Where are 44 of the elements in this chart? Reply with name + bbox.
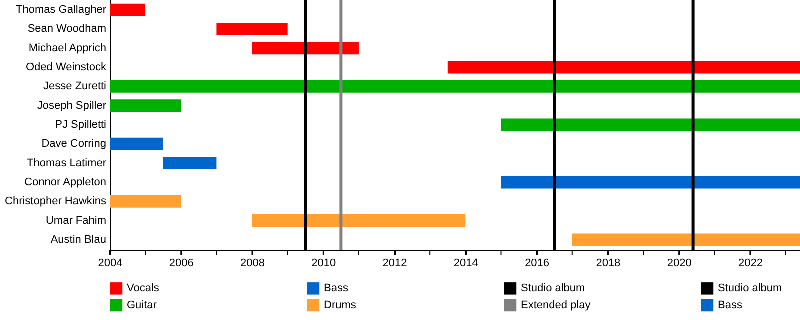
legend-label: Drums — [324, 300, 357, 312]
bar — [501, 176, 800, 189]
x-tick-label: 2020 — [667, 258, 692, 270]
y-tick-label: Oded Weinstock — [26, 62, 107, 74]
bar — [252, 214, 466, 228]
bar — [448, 61, 800, 74]
bar — [110, 100, 182, 112]
y-tick-label: Thomas Latimer — [27, 157, 107, 170]
y-tick-label: Austin Blau — [50, 234, 106, 246]
legend-label: Bass — [718, 300, 743, 312]
legend-label: Extended play — [521, 300, 592, 312]
x-tick-label: 2014 — [454, 258, 478, 270]
x-tick-label: 2022 — [738, 258, 763, 270]
x-tick-label: 2018 — [596, 258, 621, 270]
y-tick-label: Michael Apprich — [28, 42, 106, 54]
y-tick-label: PJ Spilletti — [55, 119, 106, 131]
y-tick-label: Christopher Hawkins — [5, 196, 107, 208]
x-tick-label: 2008 — [240, 258, 266, 270]
y-tick-label: Joseph Spiller — [37, 100, 107, 112]
y-tick-label: Umar Fahim — [46, 214, 106, 227]
y-tick-label: Jesse Zuretti — [44, 80, 106, 93]
x-tick-label: 2006 — [169, 258, 194, 270]
legend-label: Bass — [324, 282, 349, 295]
bar — [110, 195, 182, 208]
bar — [163, 157, 217, 170]
x-tick-label: 2004 — [98, 258, 123, 270]
legend-label: Studio album — [718, 282, 782, 295]
bar — [252, 42, 359, 55]
legend-label: Guitar — [127, 300, 158, 312]
bar — [110, 80, 800, 93]
y-tick-label: Sean Woodham — [28, 23, 106, 36]
y-tick-label: Thomas Gallagher — [16, 4, 107, 16]
bar — [501, 118, 800, 132]
bar — [572, 234, 800, 246]
legend-label: Vocals — [127, 282, 160, 295]
x-tick-label: 2012 — [382, 258, 408, 270]
y-tick-label: Dave Corring — [42, 138, 106, 150]
legend-label: Studio album — [521, 282, 586, 295]
y-tick-label: Connor Appleton — [24, 176, 106, 188]
bar — [216, 22, 288, 36]
bar — [110, 4, 146, 16]
x-tick-label: 2016 — [525, 258, 550, 270]
bar — [110, 138, 164, 150]
x-tick-label: 2010 — [312, 258, 336, 270]
